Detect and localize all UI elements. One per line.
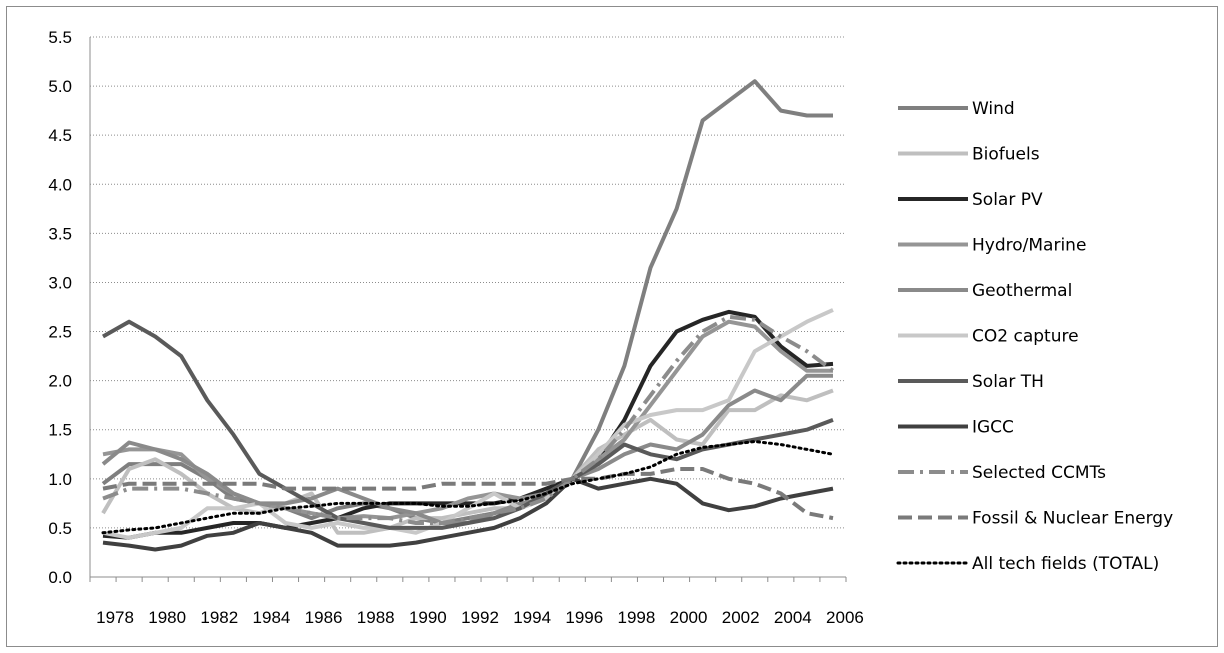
series-line-all-tech-fields-total: [101, 440, 835, 535]
x-tick-label: 1996: [565, 608, 603, 627]
y-tick-label: 5.0: [48, 77, 72, 96]
series-line-geothermal: [101, 373, 833, 525]
y-tick-label: 3.5: [48, 224, 72, 243]
x-tick-label: 1980: [148, 608, 186, 627]
series-line-solar-pv: [102, 309, 834, 540]
x-tick-label: 1994: [513, 608, 551, 627]
x-tick-label: 2004: [774, 608, 812, 627]
legend-label: Solar PV: [972, 190, 1043, 210]
gridlines: [90, 36, 846, 529]
series-line-selected-ccmts: [102, 314, 835, 525]
x-tick-label: 1984: [253, 608, 291, 627]
x-tick-label: 2006: [826, 608, 864, 627]
chart-frame: [6, 6, 1218, 647]
x-axis: 1978 1980 1982 1984 1986 1988 1990 1992 1994 1996…: [89, 576, 864, 627]
x-tick-label: 2002: [722, 608, 760, 627]
x-tick-label: 1978: [96, 608, 134, 627]
x-tick-label: 1986: [305, 608, 343, 627]
x-tick-label: 2000: [670, 608, 708, 627]
y-tick-label: 2.0: [48, 372, 72, 391]
series-line-co2-capture: [102, 308, 834, 540]
y-tick-label: 5.5: [48, 28, 72, 47]
legend-label: All tech fields (TOTAL): [972, 554, 1159, 574]
series-line-biofuels: [101, 388, 834, 535]
y-tick-label: 4.0: [48, 175, 72, 194]
y-tick-label: 3.0: [48, 273, 72, 292]
y-tick-label: 2.5: [48, 323, 72, 342]
legend-label: CO2 capture: [972, 327, 1079, 347]
y-tick-label: 1.0: [48, 470, 72, 489]
legend-label: Geothermal: [972, 281, 1072, 301]
legend-label: Hydro/Marine: [972, 236, 1086, 256]
y-tick-label: 0.0: [48, 568, 72, 587]
legend-label: Biofuels: [972, 145, 1040, 165]
y-tick-label: 0.5: [48, 519, 72, 538]
x-tick-label: 1988: [357, 608, 395, 627]
series-line-igcc: [102, 476, 834, 552]
legend-label: Fossil & Nuclear Energy: [972, 509, 1173, 529]
legend-label: IGCC: [972, 418, 1014, 438]
series-line-wind: [101, 79, 833, 525]
x-tick-label: 1998: [617, 608, 655, 627]
legend-label: Wind: [972, 99, 1015, 119]
series-lines: [101, 79, 835, 552]
x-tick-label: 1990: [409, 608, 447, 627]
y-axis: 0.0 0.5 1.0 1.5 2.0 2.5 3.0 3.5 4.0 4.5 5.0 5.5: [48, 28, 91, 587]
legend-label: Selected CCMTs: [972, 463, 1106, 483]
x-tick-label: 1992: [461, 608, 499, 627]
legend-label: Solar TH: [972, 372, 1044, 392]
legend: Wind Biofuels Solar PV Hydro/Marine Geotherm…: [896, 99, 1173, 574]
series-line-fossil-nuclear-energy: [102, 467, 834, 521]
x-tick-label: 1982: [200, 608, 238, 627]
y-tick-label: 4.5: [48, 126, 72, 145]
y-tick-label: 1.5: [48, 421, 72, 440]
